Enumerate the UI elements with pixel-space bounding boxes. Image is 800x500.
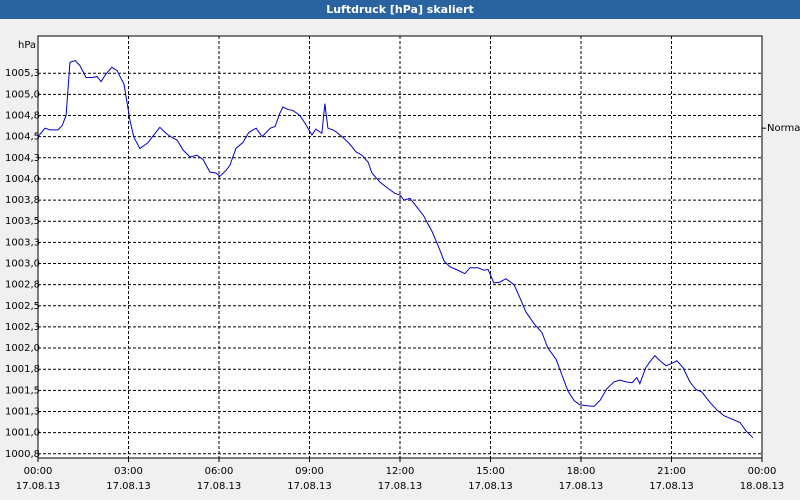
y-tick-label: 1000,8 <box>5 449 40 460</box>
x-tick-label: 00:00 17.08.13 <box>15 466 61 492</box>
x-tick-label: 06:00 17.08.13 <box>196 466 242 492</box>
y-tick-label: 1004,0 <box>5 174 40 185</box>
x-tick-label: 09:00 17.08.13 <box>287 466 332 492</box>
y-tick-label: 1002,0 <box>5 343 40 354</box>
y-unit: hPa <box>18 40 36 51</box>
data-line <box>37 59 754 439</box>
y-tick-label: 1005,3 <box>5 68 40 79</box>
x-tick-label: 03:00 17.08.13 <box>106 466 151 492</box>
y-tick-label: 1004,8 <box>5 110 40 121</box>
y-tick-label: 1004,3 <box>5 153 40 164</box>
y-tick-label: 1001,3 <box>5 406 40 417</box>
y-tick-label: 1002,8 <box>5 280 40 291</box>
y-tick-label: 1003,8 <box>5 195 40 206</box>
y-tick-label: 1001,0 <box>5 428 40 439</box>
x-tick-label: 12:00 17.08.13 <box>377 466 423 492</box>
x-tick-label: 00:00 18.08.13 <box>739 466 785 492</box>
y-tick-label: 1002,3 <box>5 322 40 333</box>
y-tick-label: 1001,8 <box>5 364 40 375</box>
x-tick-label: 18:00 17.08.13 <box>558 466 604 492</box>
y-tick-label: 1003,0 <box>5 258 40 269</box>
y-tick-label: 1001,5 <box>5 385 40 396</box>
title-bar: Luftdruck [hPa] skaliert <box>0 0 800 19</box>
plot-border <box>37 35 763 459</box>
annotation-label: Normal <box>767 123 800 134</box>
x-tick-label: 15:00 17.08.13 <box>468 466 513 492</box>
y-tick-label: 1005,0 <box>5 89 40 100</box>
x-tick-label: 21:00 17.08.13 <box>649 466 694 492</box>
y-tick-label: 1002,5 <box>5 301 40 312</box>
y-tick-label: 1003,3 <box>5 237 40 248</box>
y-tick-label: 1004,5 <box>5 132 40 143</box>
y-tick-label: 1003,5 <box>5 216 40 227</box>
